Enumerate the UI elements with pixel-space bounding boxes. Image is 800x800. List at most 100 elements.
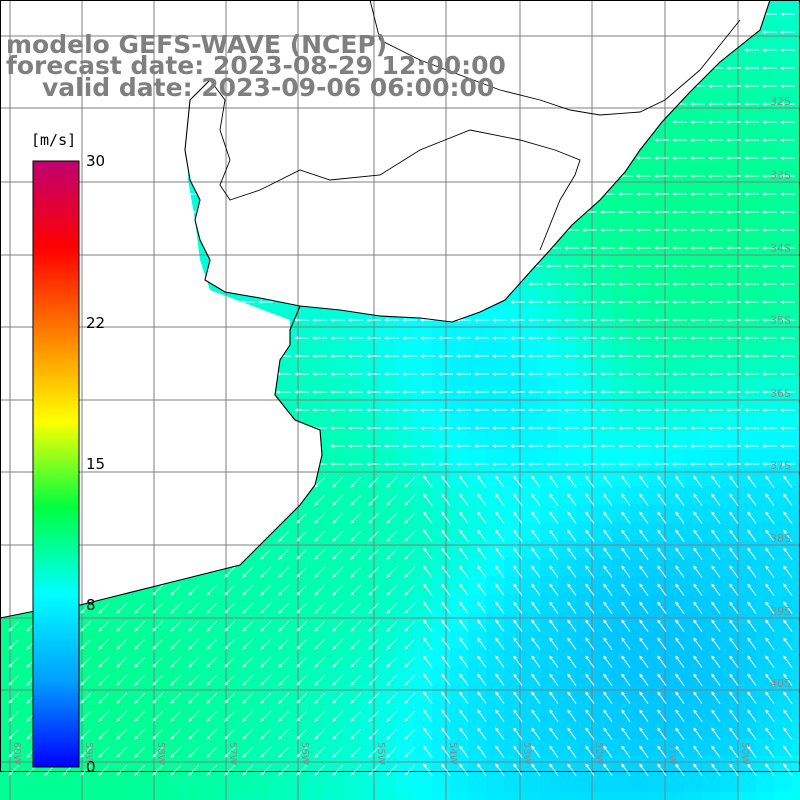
field-cell: [792, 18, 800, 36]
wind-arrow: [348, 408, 363, 412]
field-cell: [414, 324, 432, 342]
wind-arrow: [278, 746, 290, 758]
wind-arrow: [765, 475, 775, 488]
field-cell: [180, 594, 198, 612]
field-cell: [180, 576, 198, 594]
wind-arrow: [423, 745, 433, 758]
wind-arrow: [384, 354, 399, 358]
wind-arrow: [780, 30, 795, 34]
wind-arrow: [186, 210, 201, 214]
field-cell: [234, 612, 252, 630]
field-cell: [288, 342, 306, 360]
wind-arrow: [513, 529, 523, 542]
wind-arrow: [672, 354, 687, 358]
wind-arrow: [639, 637, 649, 650]
field-cell: [612, 342, 630, 360]
field-cell: [18, 720, 36, 738]
field-cell: [126, 756, 144, 774]
wind-arrow: [116, 674, 128, 686]
wind-arrow: [170, 728, 182, 740]
wind-arrow: [708, 192, 723, 196]
wind-arrow: [404, 656, 416, 668]
field-cell: [54, 792, 72, 800]
wind-arrow: [134, 656, 146, 668]
field-cell: [594, 378, 612, 396]
field-cell: [378, 432, 396, 450]
field-cell: [486, 774, 504, 792]
wind-arrow: [675, 583, 685, 596]
wind-arrow: [567, 655, 577, 668]
field-cell: [720, 378, 738, 396]
wind-arrow: [600, 336, 615, 340]
land-area: [0, 0, 770, 618]
wind-arrow: [441, 763, 451, 776]
wind-arrow: [423, 619, 433, 632]
wind-arrow: [657, 529, 667, 542]
field-cell: [648, 180, 666, 198]
field-cell: [774, 108, 792, 126]
field-cell: [576, 360, 594, 378]
field-cell: [252, 648, 270, 666]
wind-arrow: [404, 692, 416, 704]
wind-arrow: [528, 390, 543, 394]
wind-arrow: [729, 583, 739, 596]
field-cell: [288, 774, 306, 792]
colorbar-tick-label: 15: [86, 455, 106, 473]
field-cell: [666, 792, 684, 800]
wind-arrow: [711, 565, 721, 578]
wind-arrow: [693, 745, 703, 758]
field-cell: [108, 630, 126, 648]
wind-arrow: [765, 493, 775, 506]
field-cell: [774, 216, 792, 234]
field-cell: [216, 666, 234, 684]
wind-arrow: [654, 228, 669, 232]
wind-arrow: [762, 48, 777, 52]
field-cell: [378, 702, 396, 720]
wind-arrow: [80, 746, 92, 758]
field-cell: [396, 720, 414, 738]
field-cell: [774, 144, 792, 162]
field-cell: [342, 324, 360, 342]
colorbar-tick-label: 30: [86, 152, 106, 170]
field-cell: [198, 594, 216, 612]
field-cell: [684, 324, 702, 342]
field-cell: [288, 630, 306, 648]
wind-arrow: [675, 709, 685, 722]
field-cell: [396, 666, 414, 684]
field-cell: [396, 324, 414, 342]
field-cell: [594, 288, 612, 306]
wind-arrow: [708, 318, 723, 322]
wind-arrow: [567, 511, 577, 524]
wind-arrow: [672, 318, 687, 322]
wind-arrow: [780, 174, 795, 178]
field-cell: [720, 414, 738, 432]
field-cell: [756, 144, 774, 162]
wind-arrow: [314, 638, 326, 650]
wind-arrow: [350, 764, 362, 776]
wind-arrow: [693, 763, 703, 776]
field-cell: [594, 324, 612, 342]
wind-arrow: [513, 601, 523, 614]
wind-arrow: [762, 264, 777, 268]
wind-arrow: [675, 763, 685, 776]
wind-arrow: [134, 602, 146, 614]
field-cell: [342, 612, 360, 630]
wind-arrow: [294, 390, 309, 394]
wind-arrow: [420, 354, 435, 358]
wind-arrow: [474, 336, 489, 340]
field-cell: [702, 234, 720, 252]
field-cell: [324, 774, 342, 792]
field-cell: [180, 648, 198, 666]
wind-arrow: [564, 354, 579, 358]
wind-arrow: [582, 336, 597, 340]
field-cell: [486, 792, 504, 800]
wind-arrow: [224, 584, 236, 596]
wind-arrow: [693, 529, 703, 542]
wind-arrow: [386, 494, 398, 506]
wind-arrow: [386, 638, 398, 650]
wind-arrow: [582, 372, 597, 376]
field-cell: [666, 378, 684, 396]
wind-arrow: [456, 462, 471, 466]
wind-arrow: [618, 192, 633, 196]
wind-arrow: [690, 318, 705, 322]
